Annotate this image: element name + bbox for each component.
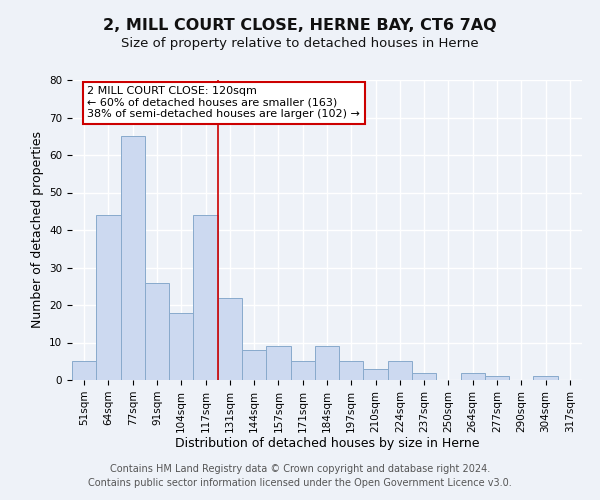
Text: 2 MILL COURT CLOSE: 120sqm
← 60% of detached houses are smaller (163)
38% of sem: 2 MILL COURT CLOSE: 120sqm ← 60% of deta…	[88, 86, 360, 119]
Y-axis label: Number of detached properties: Number of detached properties	[31, 132, 44, 328]
Text: Size of property relative to detached houses in Herne: Size of property relative to detached ho…	[121, 38, 479, 51]
Bar	[193, 215, 218, 380]
Bar	[388, 361, 412, 380]
Text: Contains HM Land Registry data © Crown copyright and database right 2024.
Contai: Contains HM Land Registry data © Crown c…	[88, 464, 512, 487]
Bar	[461, 372, 485, 380]
Bar	[169, 312, 193, 380]
Bar	[266, 346, 290, 380]
Bar	[121, 136, 145, 380]
Bar	[412, 372, 436, 380]
Bar	[364, 369, 388, 380]
Bar	[96, 215, 121, 380]
Bar	[339, 361, 364, 380]
X-axis label: Distribution of detached houses by size in Herne: Distribution of detached houses by size …	[175, 438, 479, 450]
Bar	[242, 350, 266, 380]
Bar	[145, 282, 169, 380]
Bar	[72, 361, 96, 380]
Bar	[485, 376, 509, 380]
Bar	[218, 298, 242, 380]
Text: 2, MILL COURT CLOSE, HERNE BAY, CT6 7AQ: 2, MILL COURT CLOSE, HERNE BAY, CT6 7AQ	[103, 18, 497, 32]
Bar	[290, 361, 315, 380]
Bar	[315, 346, 339, 380]
Bar	[533, 376, 558, 380]
